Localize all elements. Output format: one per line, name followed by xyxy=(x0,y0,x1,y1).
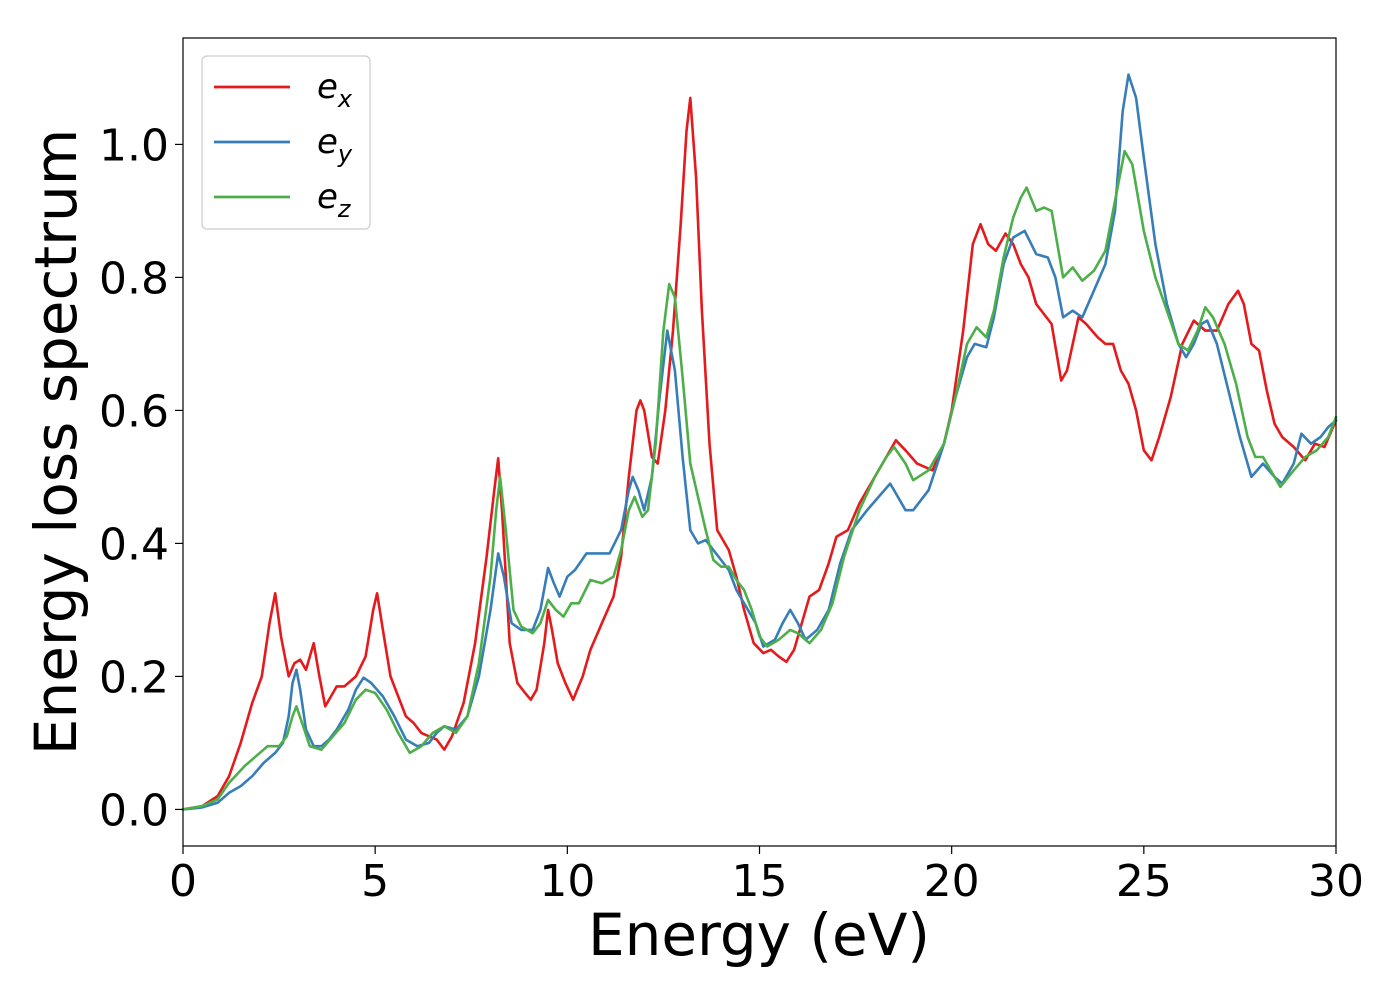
series-line-x xyxy=(181,96,1338,811)
y-tick-label: 0.4 xyxy=(99,519,169,570)
x-tick-label: 25 xyxy=(1116,856,1172,907)
x-tick-label: 10 xyxy=(539,856,595,907)
y-axis-ticks: 0.0 0.2 0.4 0.6 0.8 1.0 xyxy=(99,120,183,836)
x-axis-ticks: 0 5 10 15 20 25 30 xyxy=(169,846,1364,907)
x-tick-label: 15 xyxy=(732,856,788,907)
series-layer xyxy=(181,73,1338,811)
y-axis-title: Energy loss spectrum xyxy=(22,129,90,755)
y-tick-label: 1.0 xyxy=(99,120,169,171)
legend-label-subscript: y xyxy=(337,140,353,168)
x-axis-title: Energy (eV) xyxy=(588,901,930,969)
x-tick-label: 30 xyxy=(1308,856,1364,907)
x-tick-label: 0 xyxy=(169,856,197,907)
series-line-y xyxy=(181,73,1338,811)
legend-label-subscript: z xyxy=(337,195,352,223)
y-tick-label: 0.6 xyxy=(99,386,169,437)
series-line-z xyxy=(181,149,1338,811)
y-tick-label: 0.8 xyxy=(99,253,169,304)
plot-background xyxy=(183,38,1336,846)
legend-label-subscript: x xyxy=(337,85,353,113)
x-tick-label: 5 xyxy=(361,856,389,907)
y-tick-label: 0.2 xyxy=(99,652,169,703)
y-tick-label: 0.0 xyxy=(99,785,169,836)
x-tick-label: 20 xyxy=(924,856,980,907)
